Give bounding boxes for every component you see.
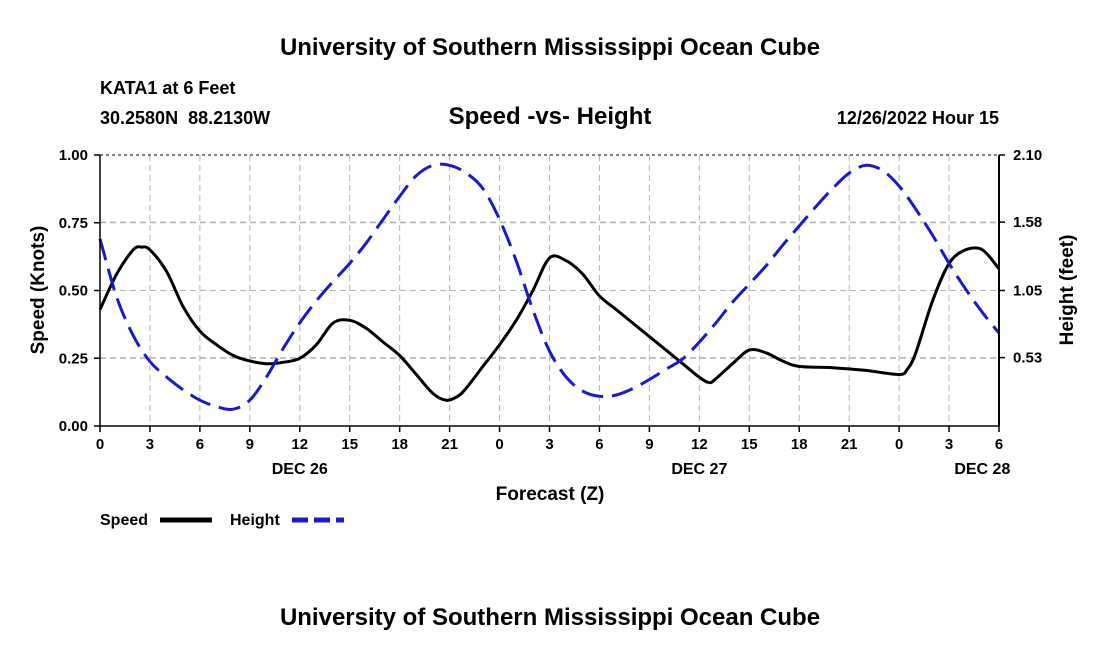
x-tick-label: 9: [246, 436, 254, 453]
y-right-tick-label: 1.05: [1013, 283, 1042, 300]
y-left-tick-label: 0.50: [59, 283, 88, 300]
y-right-tick-label: 1.58: [1013, 214, 1042, 231]
x-day-label: DEC 26: [272, 461, 328, 478]
station-label: KATA1 at 6 Feet: [100, 78, 235, 98]
axes: 0 3 6 9 12 15 18 21 0 3 6 9 12 15 18 21 0 3 6 DEC 26 DEC 27 D…: [59, 147, 1042, 478]
x-day-label: DEC 27: [671, 461, 727, 478]
x-tick-label: 21: [441, 436, 458, 453]
x-tick-label: 3: [945, 436, 953, 453]
x-tick-label: 0: [895, 436, 903, 453]
legend-height-label: Height: [230, 512, 280, 529]
x-tick-label: 18: [391, 436, 408, 453]
x-tick-label: 3: [146, 436, 154, 453]
datetime-label: 12/26/2022 Hour 15: [837, 108, 999, 128]
x-tick-label: 0: [96, 436, 104, 453]
y-right-tick-label: 0.53: [1013, 350, 1042, 367]
x-day-label: DEC 28: [954, 461, 1010, 478]
y-axis-right-title: Height (feet): [1057, 235, 1078, 346]
y-left-tick-label: 0.75: [59, 215, 88, 232]
x-tick-label: 21: [841, 436, 858, 453]
gridlines: [100, 155, 999, 426]
x-tick-label: 9: [645, 436, 653, 453]
y-left-tick-label: 0.00: [59, 418, 88, 435]
x-tick-label: 6: [995, 436, 1003, 453]
y-left-tick-label: 0.25: [59, 350, 88, 367]
main-title: University of Southern Mississippi Ocean…: [280, 34, 820, 61]
y-axis-left-title: Speed (Knots): [28, 226, 49, 355]
series-line-speed: [98, 245, 1001, 402]
y-left-tick-label: 1.00: [59, 147, 88, 164]
series-group: [98, 162, 1001, 411]
series-line-height: [98, 162, 1001, 411]
y-right-tick-label: 2.10: [1013, 147, 1042, 164]
x-tick-label: 0: [495, 436, 503, 453]
x-tick-label: 15: [341, 436, 358, 453]
x-tick-label: 15: [741, 436, 758, 453]
x-tick-label: 3: [545, 436, 553, 453]
legend-speed-label: Speed: [100, 512, 148, 529]
x-tick-label: 12: [691, 436, 708, 453]
chart-title: Speed -vs- Height: [449, 103, 652, 130]
coordinates-label: 30.2580N 88.2130W: [100, 108, 270, 128]
x-tick-label: 6: [595, 436, 603, 453]
x-tick-label: 6: [196, 436, 204, 453]
x-axis-title: Forecast (Z): [496, 484, 605, 505]
legend: Speed Height: [100, 512, 344, 529]
x-tick-label: 12: [291, 436, 308, 453]
footer-title: University of Southern Mississippi Ocean…: [280, 604, 820, 631]
x-tick-label: 18: [791, 436, 808, 453]
